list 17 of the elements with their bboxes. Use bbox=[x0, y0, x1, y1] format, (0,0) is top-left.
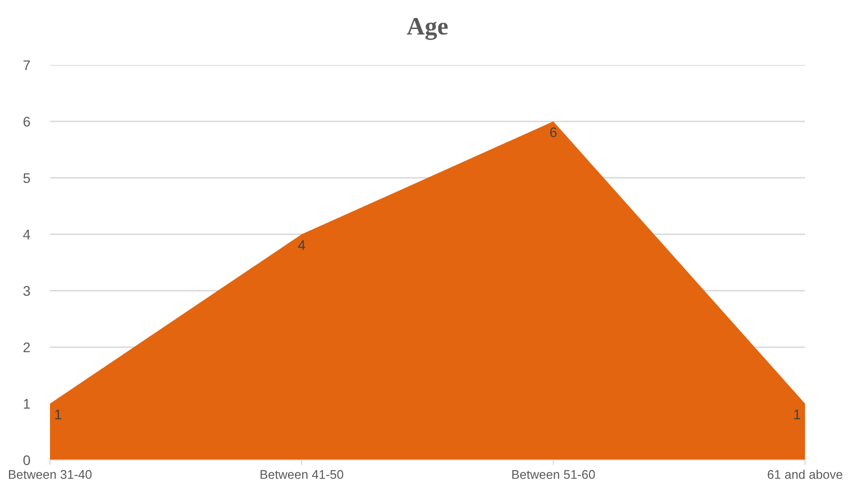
y-tick-label: 7 bbox=[24, 60, 30, 70]
y-tick-label: 6 bbox=[24, 116, 30, 127]
y-tick-label: 5 bbox=[23, 173, 30, 184]
chart-title: Age bbox=[406, 18, 448, 40]
data-label: 4 bbox=[298, 240, 306, 250]
y-tick-label: 1 bbox=[24, 399, 30, 409]
y-tick-label: 2 bbox=[24, 342, 30, 352]
y-tick-label: 4 bbox=[23, 230, 30, 240]
data-label: 1 bbox=[55, 410, 62, 420]
x-tick-label: Between 31-40 bbox=[8, 470, 92, 479]
y-tick-label: 0 bbox=[23, 455, 30, 466]
x-tick-label: Between 41-50 bbox=[260, 470, 344, 479]
y-tick-label: 3 bbox=[23, 286, 30, 296]
data-label: 1 bbox=[794, 410, 800, 420]
data-label: 6 bbox=[550, 127, 557, 138]
x-tick-label: 61 and above bbox=[768, 470, 842, 479]
x-tick-label: Between 51-60 bbox=[512, 470, 595, 479]
